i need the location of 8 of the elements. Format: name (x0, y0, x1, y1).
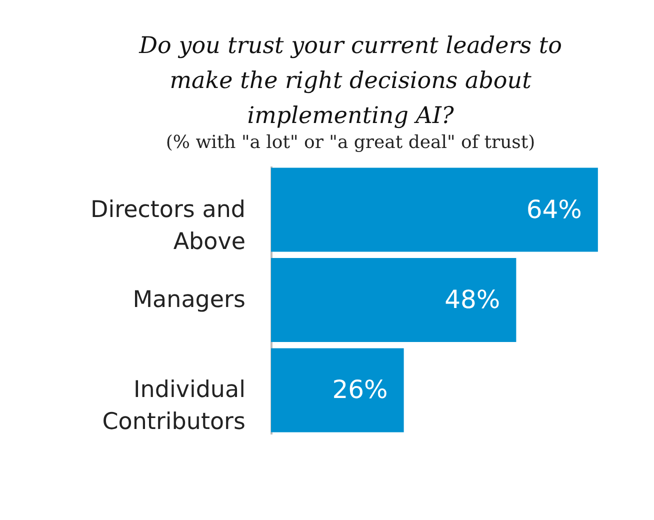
data-label: 48% (444, 285, 500, 314)
chart-subtitle: (% with "a lot" or "a great deal" of trust) (166, 132, 536, 153)
y-tick-label: Managers (132, 287, 246, 313)
y-tick-label: Directors and Above (90, 196, 246, 255)
y-tick-label: Individual Contributors (102, 377, 246, 436)
data-label: 64% (526, 194, 582, 224)
chart-title: Do you trust your current leaders to make the right decisions about implementing AI? (138, 33, 562, 129)
data-label: 26% (332, 375, 388, 404)
